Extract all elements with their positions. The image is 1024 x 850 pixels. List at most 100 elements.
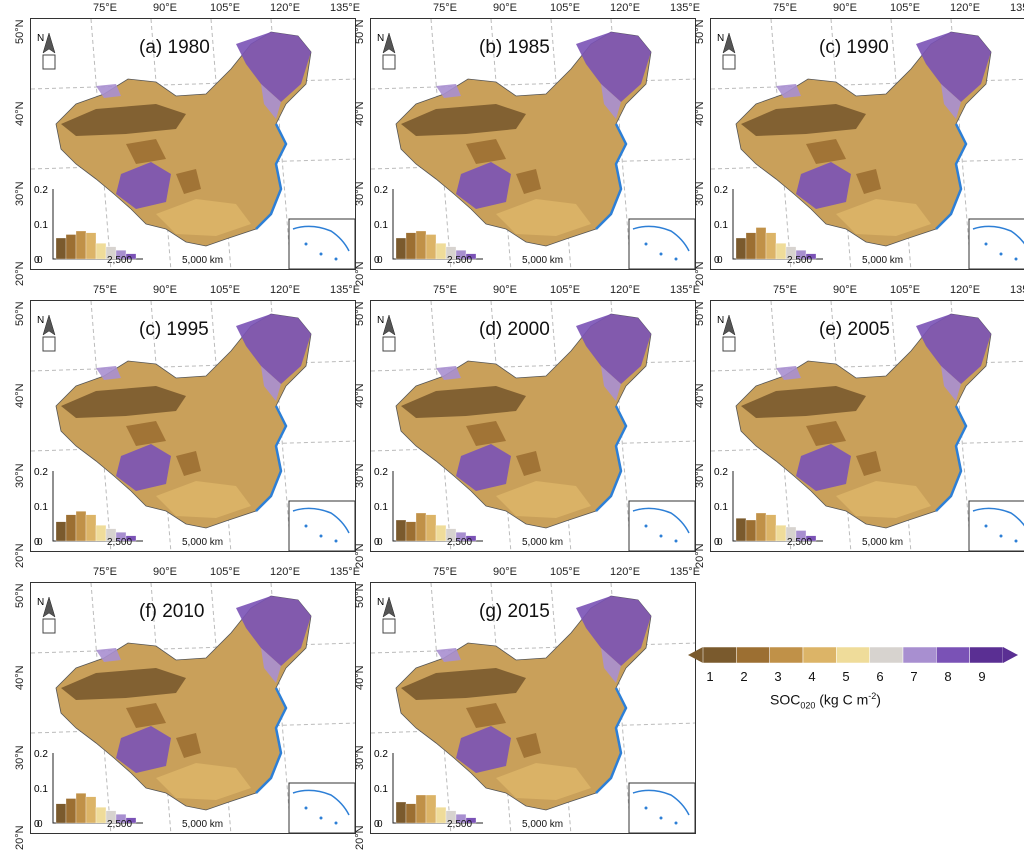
china-map: N 0.2 0.1 0 [371, 301, 695, 551]
lon-tick-label: 120°E [949, 2, 981, 14]
south-china-sea-inset [968, 218, 1024, 269]
sichuan-basin-region [516, 733, 541, 758]
lat-tick-label: 40°N [694, 101, 706, 126]
south-china-sea-inset [628, 218, 695, 269]
lat-tick-label: 50°N [354, 583, 366, 608]
lat-tick-label: 40°N [14, 665, 26, 690]
china-map: N 0.2 0.1 0 [31, 19, 355, 269]
plateau-region [466, 421, 506, 446]
coastline [595, 405, 628, 512]
tianshan-region [96, 648, 121, 662]
south-region [496, 763, 591, 800]
graticule-line [711, 360, 1024, 372]
map-panel: 75°E 90°E 105°E 120°E 135°E 50°N 40°N 30°N 20°N N… [354, 284, 700, 568]
scale-label: 0 [377, 255, 383, 266]
legend-swatch [969, 646, 1004, 664]
plateau-region [466, 139, 506, 164]
legend-tick-label: 6 [876, 669, 884, 684]
desert-region [61, 386, 186, 418]
lon-tick-label: 135°E [669, 566, 701, 578]
lon-tick-label: 75°E [93, 2, 117, 14]
panel-title: (a) 1980 [139, 37, 210, 58]
legend-tick-label: 3 [774, 669, 782, 684]
north-arrow-icon: N [377, 32, 396, 70]
northeast-transition-region [261, 84, 281, 119]
legend-colorbar [688, 646, 1018, 664]
south-region [836, 199, 931, 236]
svg-text:N: N [717, 315, 724, 326]
china-map: N 0.2 0.1 0 [711, 301, 1024, 551]
south-region [156, 481, 251, 518]
legend-tick-label: 8 [944, 669, 952, 684]
lat-tick-label: 20°N [354, 261, 366, 286]
legend-swatch [869, 646, 904, 664]
histogram-bar [805, 253, 817, 260]
scale-label: 0 [37, 537, 43, 548]
scale-label: 5,000 km [862, 537, 904, 548]
scale-label: 2,500 [107, 537, 133, 548]
legend-arrow-high [1003, 647, 1018, 663]
histogram-ytick: 0.1 [34, 220, 48, 231]
histogram-ytick: 0.1 [374, 784, 388, 795]
legend-swatch [902, 646, 937, 664]
tianshan-region [436, 366, 461, 380]
northeast-forest-region [236, 596, 311, 666]
lat-tick-label: 50°N [14, 19, 26, 44]
scale-label: 0 [717, 255, 723, 266]
histogram-ytick: 0.1 [714, 220, 728, 231]
south-region [836, 481, 931, 518]
desert-region [741, 386, 866, 418]
south-china-sea-inset [288, 500, 355, 551]
lon-tick-label: 75°E [433, 2, 457, 14]
scale-bar: 0 2,500 5,000 km [37, 536, 223, 548]
legend-tick-label: 2 [740, 669, 748, 684]
map-panel: 75°E 90°E 105°E 120°E 135°E 50°N 40°N 30°N 20°N N… [694, 284, 1024, 568]
scale-label: 0 [37, 255, 43, 266]
northeast-forest-region [916, 32, 991, 102]
histogram-bar [465, 535, 477, 542]
lon-tick-label: 135°E [1009, 284, 1024, 296]
histogram-ytick: 0.1 [34, 502, 48, 513]
scale-label: 0 [717, 537, 723, 548]
panel-title: (d) 2000 [479, 319, 550, 340]
map-panel: 75°E 90°E 105°E 120°E 135°E 50°N 40°N 30°N 20°N N… [354, 566, 700, 850]
histogram-inset: 0.2 0.1 0 [374, 467, 483, 548]
lon-tick-label: 135°E [329, 566, 361, 578]
lon-tick-label: 120°E [609, 2, 641, 14]
scale-bar: 0 2,500 5,000 km [377, 254, 563, 266]
northeast-forest-region [576, 32, 651, 102]
legend-swatch [702, 646, 737, 664]
southwest-region [116, 162, 171, 209]
map-frame: N 0.2 0.1 0 (a) 1980 0 2,500 5,000 km [30, 18, 356, 270]
northeast-transition-region [601, 366, 621, 401]
lon-tick-label: 135°E [669, 2, 701, 14]
lon-tick-label: 90°E [153, 284, 177, 296]
lat-tick-label: 40°N [354, 101, 366, 126]
lon-tick-label: 75°E [773, 2, 797, 14]
scale-label: 5,000 km [522, 537, 564, 548]
histogram-inset: 0.2 0.1 0 [714, 185, 823, 266]
histogram-inset: 0.2 0.1 0 [714, 467, 823, 548]
map-frame: N 0.2 0.1 0 (c) 1995 0 2,500 5,000 km [30, 300, 356, 552]
scale-bar: 0 2,500 5,000 km [37, 254, 223, 266]
lat-tick-label: 30°N [14, 745, 26, 770]
lat-tick-label: 40°N [354, 665, 366, 690]
north-arrow-icon: N [37, 314, 56, 352]
map-panel: 75°E 90°E 105°E 120°E 135°E 50°N 40°N 30°N 20°N N… [694, 2, 1024, 286]
histogram-inset: 0.2 0.1 0 [34, 467, 143, 548]
lat-tick-label: 40°N [354, 383, 366, 408]
northeast-forest-region [576, 314, 651, 384]
tianshan-region [436, 84, 461, 98]
lat-tick-label: 50°N [14, 583, 26, 608]
panel-title: (c) 1995 [139, 319, 209, 340]
histogram-bar [805, 535, 817, 542]
map-frame: N 0.2 0.1 0 (d) 2000 0 2,500 5,000 km [370, 300, 696, 552]
tianshan-region [776, 84, 801, 98]
scale-label: 2,500 [447, 255, 473, 266]
legend-swatch [836, 646, 870, 664]
lat-tick-label: 30°N [694, 181, 706, 206]
tianshan-region [96, 366, 121, 380]
north-arrow-icon: N [377, 314, 396, 352]
histogram-ytick: 0 [34, 255, 40, 266]
panel-title: (b) 1985 [479, 37, 550, 58]
